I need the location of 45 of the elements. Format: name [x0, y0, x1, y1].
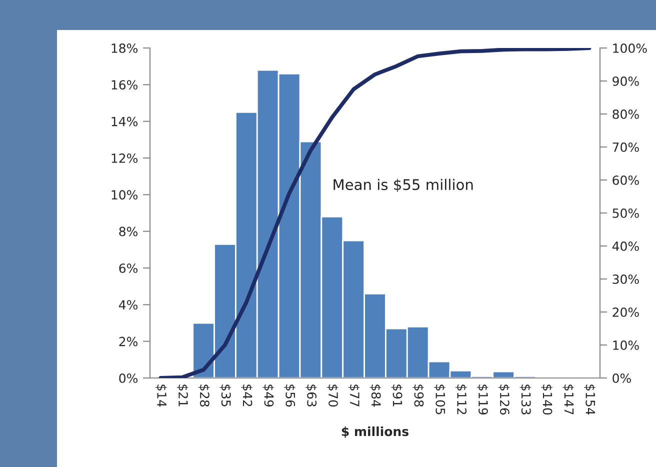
y2-tick-label: 20%: [612, 307, 639, 317]
y2-tick-label: 40%: [612, 241, 639, 251]
x-tick-label: $147: [562, 384, 574, 414]
x-tick-label: $28: [198, 384, 210, 407]
y2-tick-label: 60%: [612, 175, 639, 185]
x-tick-label: $56: [284, 384, 296, 407]
x-tick-label: $112: [455, 384, 467, 414]
x-tick-label: $35: [220, 384, 232, 406]
y-tick-label: 12%: [112, 153, 138, 163]
y-tick-label: 14%: [112, 116, 138, 126]
x-tick-label: $126: [498, 384, 510, 415]
x-tick-label: $154: [584, 384, 596, 415]
y-tick-label: 16%: [112, 80, 138, 90]
x-tick-label: $133: [520, 384, 532, 414]
x-tick-label: $140: [541, 384, 552, 415]
x-tick-label: $14: [155, 384, 167, 407]
y-tick-label: 2%: [119, 336, 138, 346]
y2-tick-label: 90%: [612, 76, 639, 86]
y2-tick-label: 10%: [613, 340, 639, 350]
x-tick-label: $49: [262, 384, 274, 407]
annotation: Mean is $55 million: [334, 178, 473, 192]
y-tick-label: 6%: [119, 263, 138, 273]
x-tick-label: $98: [412, 384, 424, 407]
x-tick-label: $70: [326, 384, 338, 407]
x-tick-label: $21: [176, 384, 188, 406]
y-tick-label: 0%: [119, 373, 138, 383]
y-tick-label: 18%: [112, 43, 138, 53]
x-tick-label: $84: [370, 384, 382, 407]
x-tick-label: $105: [434, 384, 446, 414]
y-tick-label: 4%: [118, 300, 138, 310]
x-tick-label: $91: [391, 384, 402, 406]
y2-tick-label: 100%: [613, 43, 647, 53]
x-axis-title: $ millions: [342, 426, 408, 438]
y2-tick-label: 70%: [612, 142, 639, 152]
y-tick-label: 10%: [112, 190, 138, 200]
x-tick-label: $119: [476, 384, 488, 414]
y2-tick-label: 50%: [612, 208, 639, 218]
y2-tick-label: 80%: [612, 109, 639, 119]
line-series: [158, 48, 592, 378]
y2-tick-label: 30%: [612, 274, 639, 284]
y-tick-label: 8%: [119, 226, 138, 236]
x-tick-label: $42: [241, 384, 252, 406]
y2-tick-label: 0%: [612, 373, 631, 383]
x-tick-label: $63: [305, 384, 317, 406]
x-tick-label: $77: [348, 384, 360, 406]
